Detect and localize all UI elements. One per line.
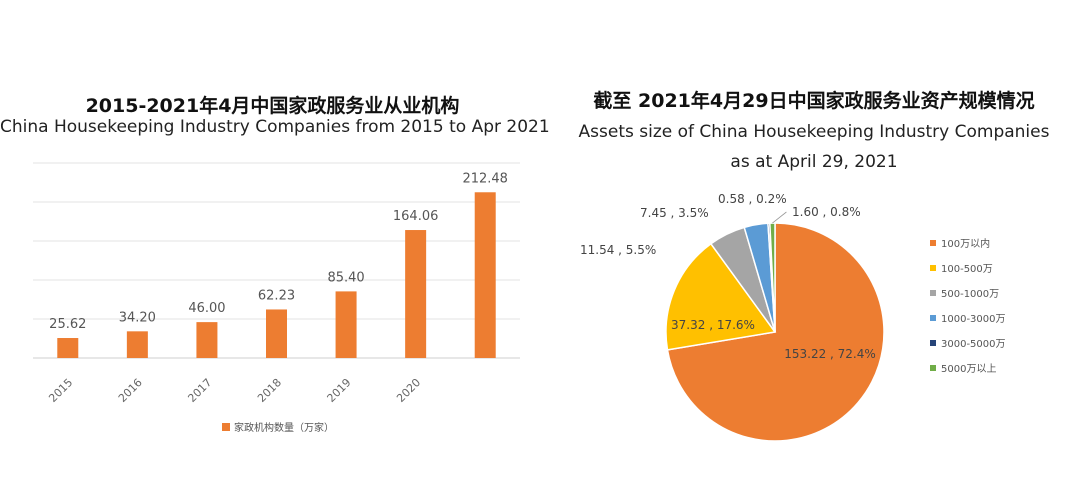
pie-data-label: 1.60 , 0.8% xyxy=(792,205,861,219)
bar-value-label: 25.62 xyxy=(49,317,86,332)
pie-data-label: 153.22 , 72.4% xyxy=(784,347,876,361)
x-tick-label: 2017 xyxy=(185,376,214,405)
legend-label: 500-1000万 xyxy=(941,289,999,300)
x-tick-label: 2018 xyxy=(255,376,284,405)
leader-line xyxy=(772,211,787,224)
bar xyxy=(57,338,79,358)
legend-label: 100-500万 xyxy=(941,264,993,275)
legend-label: 3000-5000万 xyxy=(941,339,1006,350)
bar xyxy=(405,230,427,358)
pie-chart-subtitle-line2: as at April 29, 2021 xyxy=(730,152,898,172)
legend-swatch xyxy=(930,340,936,346)
pie-chart-title: 截至 2021年4月29日中国家政服务业资产规模情况 xyxy=(593,90,1035,112)
bar-chart: 25.62 2015 34.20 2016 46.00 2017 62.23 2018 85.4… xyxy=(33,162,520,434)
bar xyxy=(335,291,357,358)
legend-swatch xyxy=(930,365,936,371)
legend-swatch xyxy=(930,290,936,296)
x-tick-label: 2019 xyxy=(325,376,354,405)
x-tick-label: 2015 xyxy=(46,376,75,405)
bar-value-label: 212.48 xyxy=(462,171,508,186)
bar-value-label: 85.40 xyxy=(327,270,364,285)
legend-label: 5000万以上 xyxy=(941,363,996,375)
bar-value-label: 62.23 xyxy=(258,288,295,303)
bar xyxy=(126,331,148,358)
pie-data-label: 7.45 , 3.5% xyxy=(640,206,709,220)
bar-value-label: 46.00 xyxy=(188,301,225,316)
legend-label: 家政机构数量（万家） xyxy=(234,421,334,434)
legend-swatch xyxy=(930,240,936,246)
bar-chart-subtitle: China Housekeeping Industry Companies fr… xyxy=(0,117,550,137)
legend-swatch xyxy=(930,265,936,271)
pie-data-label: 37.32 , 17.6% xyxy=(671,318,755,332)
bar-value-label: 164.06 xyxy=(393,209,439,224)
x-tick-label: 2016 xyxy=(116,376,145,405)
pie-chart: 153.22 , 72.4% 37.32 , 17.6% 11.54 , 5.5% 7… xyxy=(580,192,1006,442)
bar-value-label: 34.20 xyxy=(119,310,156,325)
pie-slice xyxy=(769,222,776,333)
x-tick-label: 2020 xyxy=(394,376,423,405)
legend-label: 1000-3000万 xyxy=(941,314,1006,325)
pie-chart-subtitle-line1: Assets size of China Housekeeping Indust… xyxy=(578,122,1050,142)
legend-swatch xyxy=(222,423,230,431)
bar-chart-title: 2015-2021年4月中国家政服务业从业机构 xyxy=(85,95,460,117)
pie-data-label: 0.58 , 0.2% xyxy=(718,192,787,206)
pie-slice xyxy=(665,242,777,351)
pie-data-label: 11.54 , 5.5% xyxy=(580,243,656,257)
legend-swatch xyxy=(930,315,936,321)
legend-label: 100万以内 xyxy=(941,237,990,250)
bar xyxy=(474,192,496,358)
bar xyxy=(266,309,287,358)
bar xyxy=(196,322,218,358)
